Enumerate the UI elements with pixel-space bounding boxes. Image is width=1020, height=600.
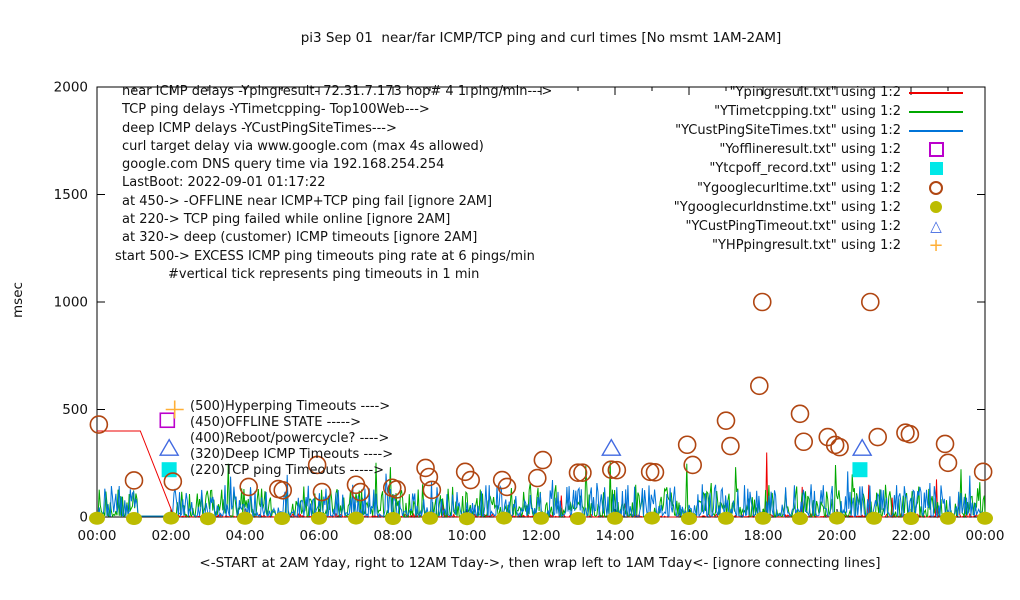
legend-entry: "YTimetcpping.txt" using 1:2 — [674, 102, 965, 121]
legend-entry: "YCustPingTimeout.txt" using 1:2 △ — [674, 217, 965, 236]
x-tick-label: 04:00 — [226, 528, 265, 544]
legend-line-icon — [907, 129, 965, 132]
legend-entry: "Ygooglecurltime.txt" using 1:2 — [674, 178, 965, 197]
annotation-line: near ICMP delays -Ypingresult- 72.31.7.1… — [122, 84, 553, 99]
series-yofflineresult — [159, 412, 176, 429]
series-ygooglecurltime — [89, 292, 993, 502]
legend-label: "YCustPingSiteTimes.txt" using 1:2 — [675, 123, 901, 139]
legend-label: "Ytcpoff_record.txt" using 1:2 — [709, 161, 901, 177]
x-tick-label: 02:00 — [152, 528, 191, 544]
x-tick-label: 06:00 — [300, 528, 339, 544]
annotation-line: TCP ping delays -YTimetcpping- Top100Web… — [122, 102, 430, 118]
chart-title: pi3 Sep 01 near/far ICMP/TCP ping and cu… — [300, 30, 782, 46]
series-ygooglecurldnstime — [89, 511, 993, 526]
x-tick-label: 10:00 — [448, 528, 487, 544]
threshold-label: (220)TCP ping Timeouts -----> — [190, 463, 385, 478]
annotation-line: at 450-> -OFFLINE near ICMP+TCP ping fai… — [122, 193, 493, 209]
annotation-line: deep ICMP delays -YCustPingSiteTimes---> — [122, 120, 397, 136]
x-tick-label: 22:00 — [892, 528, 931, 544]
axis-ticks: 00:00 02:00 04:00 06:00 08:00 10:00 12:00 14:00… — [54, 80, 1005, 545]
legend-line-icon — [907, 91, 965, 94]
y-tick-label: 2000 — [54, 80, 88, 96]
annotation-line: curl target delay via www.google.com (ma… — [122, 138, 484, 154]
y-tick-label: 0 — [79, 510, 88, 526]
legend-label: "Ygooglecurltime.txt" using 1:2 — [697, 180, 901, 196]
annotation-line: start 500-> EXCESS ICMP ping timeouts pi… — [115, 248, 535, 264]
legend: "Ypingresult.txt" using 1:2 "YTimetcpping… — [674, 83, 965, 255]
legend-entry: "YHPpingresult.txt" using 1:2 + — [674, 236, 965, 255]
x-tick-label: 18:00 — [744, 528, 783, 544]
legend-entry: "YCustPingSiteTimes.txt" using 1:2 — [674, 121, 965, 140]
legend-entry: "Ytcpoff_record.txt" using 1:2 — [674, 159, 965, 178]
annotation-line: google.com DNS query time via 192.168.25… — [122, 157, 445, 173]
legend-entry: "Ypingresult.txt" using 1:2 — [674, 83, 965, 102]
annotation-line: at 320-> deep (customer) ICMP timeouts [… — [122, 230, 478, 246]
series-yhppingresult — [165, 400, 184, 419]
legend-entry: "Yofflineresult.txt" using 1:2 — [674, 140, 965, 159]
x-tick-label: 08:00 — [374, 528, 413, 544]
annotation-line: #vertical tick represents ping timeouts … — [168, 266, 480, 282]
legend-cif-icon — [907, 201, 965, 214]
legend-cio-icon — [907, 181, 965, 196]
x-tick-label: 14:00 — [596, 528, 635, 544]
y-tick-label: 500 — [62, 402, 88, 418]
x-tick-label: 16:00 — [670, 528, 709, 544]
legend-line-icon — [907, 110, 965, 113]
y-axis-title: msec — [10, 282, 26, 318]
legend-label: "YHPpingresult.txt" using 1:2 — [712, 237, 901, 253]
legend-label: "YCustPingTimeout.txt" using 1:2 — [685, 218, 901, 234]
y-tick-label: 1000 — [54, 295, 88, 311]
x-tick-label: 12:00 — [522, 528, 561, 544]
legend-label: "YTimetcpping.txt" using 1:2 — [714, 104, 901, 120]
series-ycustpingtimeout — [158, 438, 873, 456]
threshold-label: (400)Reboot/powercycle? ----> — [190, 431, 390, 446]
annotation-line: at 220-> TCP ping failed while online [i… — [122, 212, 451, 228]
legend-label: "Yofflineresult.txt" using 1:2 — [719, 142, 901, 158]
legend-label: "Ygooglecurldnstime.txt" using 1:2 — [673, 199, 901, 215]
x-axis-title: <-START at 2AM Yday, right to 12AM Tday-… — [199, 555, 881, 571]
x-tick-label: 00:00 — [78, 528, 117, 544]
annotation-block: near ICMP delays -Ypingresult- 72.31.7.1… — [115, 83, 552, 284]
legend-tri-icon: △ — [930, 216, 942, 235]
legend-sqf-icon — [907, 162, 965, 176]
annotation-line: LastBoot: 2022-09-01 01:17:22 — [122, 175, 326, 191]
x-tick-label: 00:00 — [966, 528, 1005, 544]
threshold-label: (320)Deep ICMP Timeouts ----> — [190, 447, 394, 462]
legend-entry: "Ygooglecurldnstime.txt" using 1:2 — [674, 198, 965, 217]
threshold-label: (450)OFFLINE STATE -----> — [190, 415, 361, 430]
legend-label: "Ypingresult.txt" using 1:2 — [729, 85, 901, 101]
x-tick-label: 20:00 — [818, 528, 857, 544]
y-tick-label: 1500 — [54, 187, 88, 203]
threshold-label: (500)Hyperping Timeouts ----> — [190, 399, 391, 414]
legend-plus-icon: + — [928, 234, 944, 256]
legend-sqo-icon — [907, 142, 965, 158]
